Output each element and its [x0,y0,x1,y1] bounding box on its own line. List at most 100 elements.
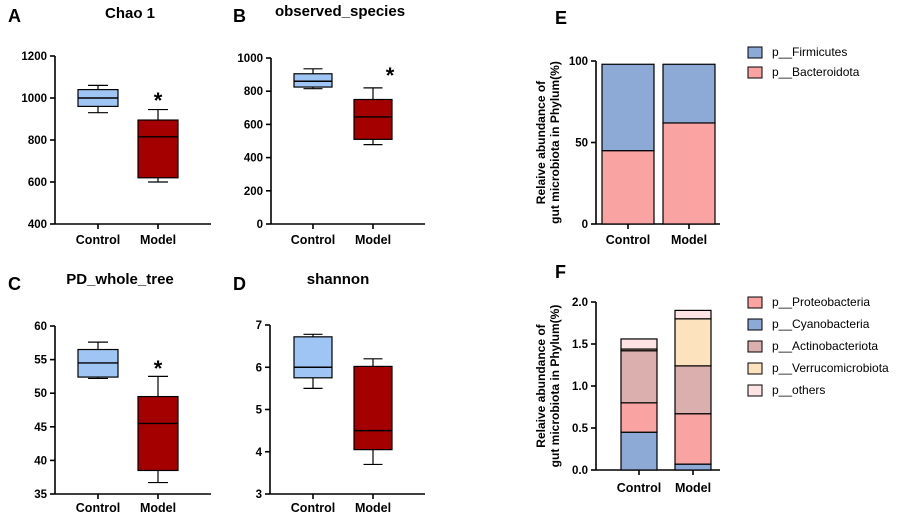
legend-label: p__Actinobacteriota [772,339,878,353]
y-tick-label: 50 [575,138,588,150]
bar-segment-pbacteroidota-control [601,150,655,225]
y-tick-label: 1000 [21,93,47,105]
legend-label: p__Bacteroidota [772,65,860,79]
chart-title: Chao 1 [105,5,155,22]
panel-a: A 400 600 800 1000 1200 Control Model Chao 1 * [8,5,211,247]
legend-swatch [747,296,763,309]
panel-letter: E [555,8,567,28]
y-tick-label: 3 [256,489,262,501]
x-category-label: Model [355,233,391,247]
bar-segment-pfirmicutes-control [601,63,655,152]
y-tick-label: 0.0 [572,465,588,477]
significance-star: * [154,88,163,113]
panel-e: E 0 50 100 Control Model Relaive abundance ofg… [534,8,860,247]
x-category-label: Control [76,233,120,247]
y-axis-label-line: gut microbiota in Phylum(%) [548,305,562,468]
panel-letter: B [233,6,246,26]
panel-letter: A [8,6,21,26]
bar-segment-pbacteroidota-model [662,122,716,225]
bar-segment-pproteobacteria-control [620,402,658,433]
y-tick-label: 400 [244,153,263,165]
significance-star: * [386,63,395,88]
y-tick-label: 5 [256,405,263,417]
y-tick-label: 0 [582,219,588,231]
box-model [137,108,179,183]
chart-title: PD_whole_tree [66,271,174,288]
y-axis-label: Relaive abundance ofgut microbiota in Ph… [534,61,562,224]
y-tick-label: 50 [34,388,47,400]
y-tick-label: 100 [569,56,588,68]
y-tick-label: 60 [34,321,47,333]
y-tick-label: 55 [34,355,47,367]
panel-b: B 0 200 400 600 800 1000 Control Model observed_s… [233,3,425,247]
legend-swatch [747,384,763,397]
chart-title: observed_species [275,3,405,20]
y-tick-label: 400 [28,219,47,231]
box-model [137,375,179,484]
x-category-label: Control [291,501,335,515]
legend-swatch [747,66,763,79]
x-category-label: Model [355,501,391,515]
x-category-label: Model [671,233,707,247]
y-tick-label: 600 [28,177,47,189]
y-tick-label: 45 [34,422,47,434]
panel-c: C 35 40 45 50 55 60 Control Model PD_whole_tree * [8,271,211,515]
y-tick-label: 1.0 [572,381,588,393]
box-model [353,87,393,146]
x-category-label: Control [76,501,120,515]
iqr-box [137,119,179,179]
bar-segment-pcyanobacteria-control [620,431,658,471]
y-tick-label: 6 [256,362,262,374]
bar-segment-pactinobacteriota-control [620,350,658,404]
bar-segment-pverrucomicrobiota-model [674,318,712,367]
y-axis-label: Relaive abundance ofgut microbiota in Ph… [534,305,562,468]
x-category-label: Model [140,233,176,247]
chart-title: shannon [307,271,370,288]
box-control [77,84,119,114]
legend-label: p__Cyanobacteria [772,317,870,331]
y-axis-label-line: gut microbiota in Phylum(%) [548,61,562,224]
panel-d: D 3 4 5 6 7 Control Model shannon [233,271,425,515]
panel-letter: D [233,274,246,294]
bar-segment-pactinobacteriota-model [674,365,712,415]
bar-segment-pfirmicutes-model [662,63,716,124]
bar-segment-pothers-control [620,338,658,350]
bar-segment-pothers-model [674,309,712,320]
y-tick-label: 1.5 [572,339,589,351]
y-axis-label-line: Relaive abundance of [534,80,548,204]
box-control [293,68,333,90]
x-category-label: Control [606,233,650,247]
box-control [77,341,119,380]
significance-star: * [154,356,163,381]
y-tick-label: 0 [257,219,263,231]
y-tick-label: 2.0 [572,297,588,309]
y-tick-label: 1000 [237,53,263,65]
y-tick-label: 600 [244,119,263,131]
iqr-box [293,336,333,379]
bar-segment-pcyanobacteria-model [674,463,712,471]
x-category-label: Model [140,501,176,515]
y-tick-label: 40 [34,455,47,467]
x-category-label: Control [617,481,661,495]
legend-swatch [747,318,763,331]
panel-f: F 0.0 0.5 1.0 1.5 2.0 Control Model Relaive abun… [534,262,889,495]
box-model [353,358,393,466]
legend-swatch [747,362,763,375]
iqr-box [293,73,333,88]
y-axis-label-line: Relaive abundance of [534,323,548,447]
y-tick-label: 7 [256,320,262,332]
bar-segment-pproteobacteria-model [674,413,712,465]
y-tick-label: 800 [28,135,47,147]
x-category-label: Model [675,481,711,495]
panel-letter: F [555,262,566,282]
legend-label: p__others [772,383,825,397]
panel-letter: C [8,274,21,294]
y-tick-label: 35 [34,489,47,501]
y-tick-label: 800 [244,86,263,98]
x-category-label: Control [291,233,335,247]
iqr-box [353,98,393,140]
legend-swatch [747,46,763,59]
box-control [293,333,333,389]
y-tick-label: 1200 [21,51,47,63]
